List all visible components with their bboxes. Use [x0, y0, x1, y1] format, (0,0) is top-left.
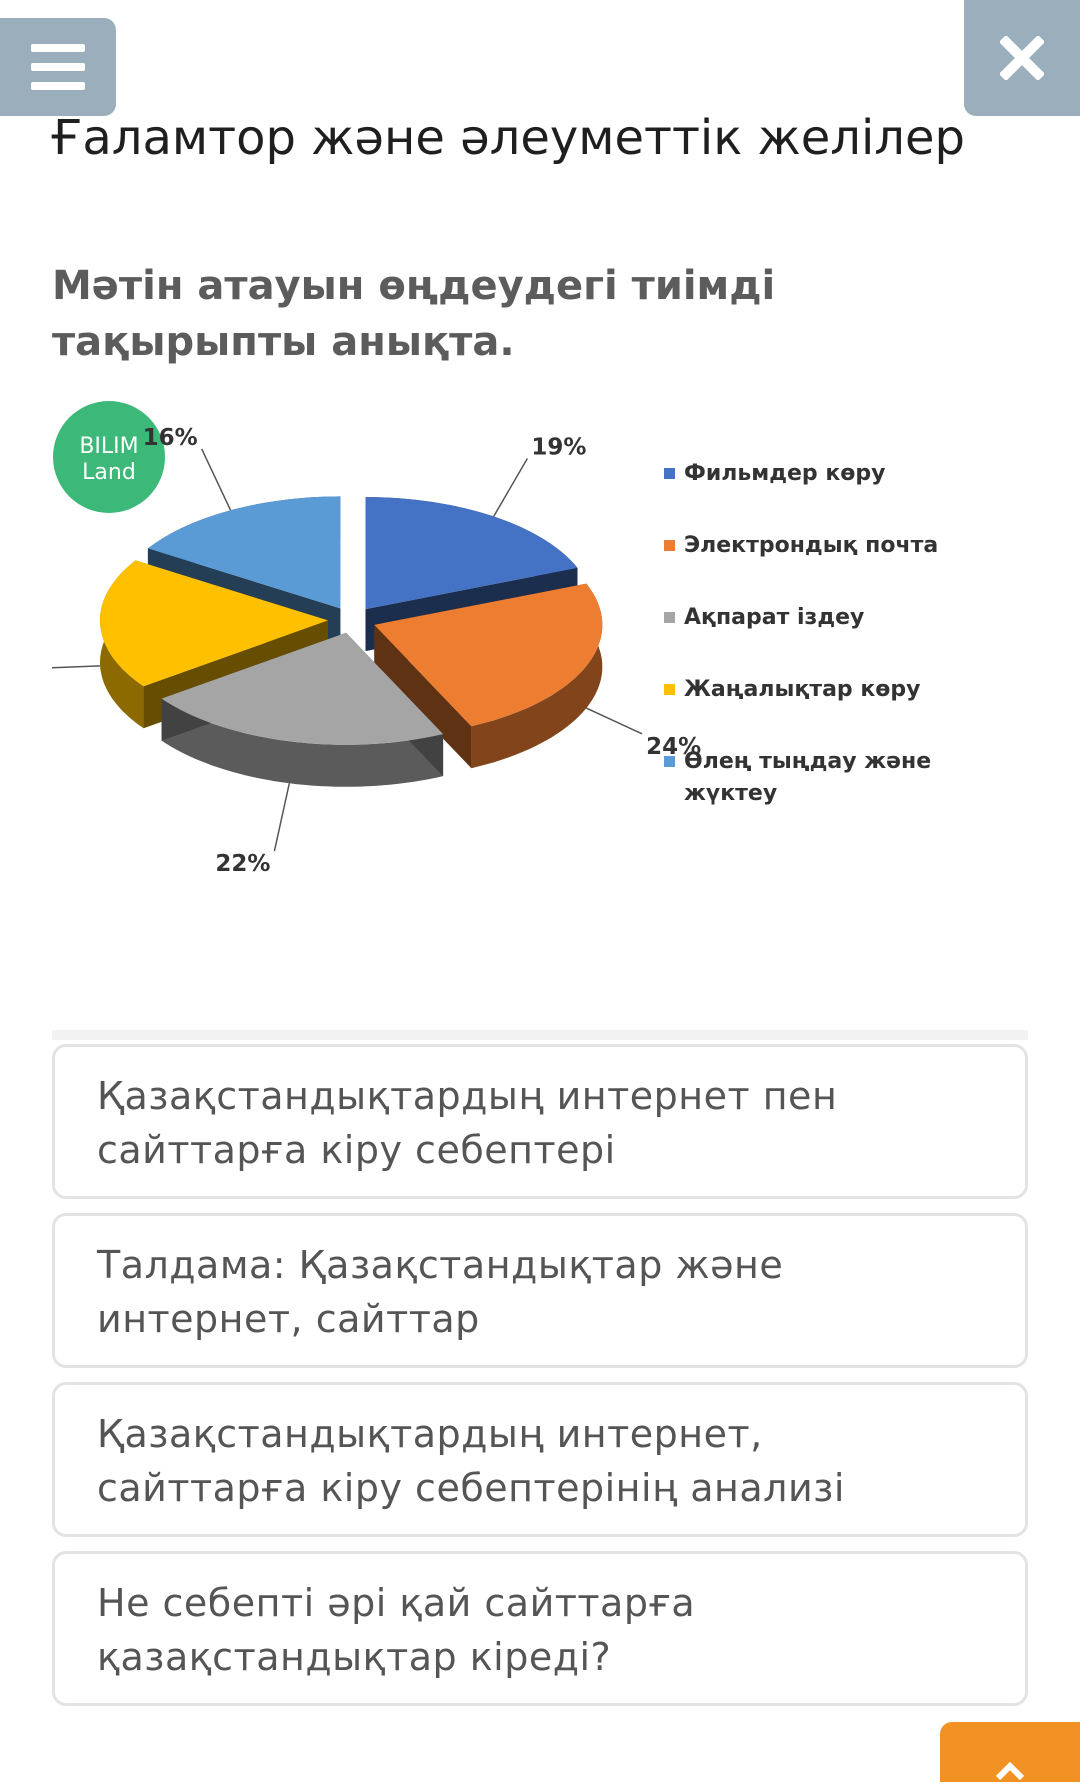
- pie-chart: BILIM Land 19%24%22%19%16% Фильмдер көру…: [52, 401, 938, 877]
- svg-text:BILIM: BILIM: [79, 434, 138, 459]
- answer-option-4[interactable]: Не себепті әрі қай сайттарға қазақстанды…: [52, 1551, 1028, 1706]
- close-icon: [1000, 36, 1044, 80]
- leader-line-4: [52, 665, 101, 669]
- pie-slice-2: [374, 583, 603, 769]
- svg-text:Электрондық почта: Электрондық почта: [684, 533, 938, 558]
- legend-item-1: Фильмдер көру: [664, 461, 885, 486]
- leader-line-3: [273, 783, 291, 852]
- data-label-2: 24%: [646, 734, 701, 760]
- close-button[interactable]: [964, 0, 1080, 116]
- answer-option-1[interactable]: Қазақстандықтардың интернет пен сайттарғ…: [52, 1044, 1028, 1199]
- svg-text:Фильмдер көру: Фильмдер көру: [684, 461, 885, 486]
- pie-slice-3: [161, 632, 444, 787]
- legend-item-5: Өлең тыңдау және жүктеу: [664, 749, 931, 806]
- bilim-land-logo: BILIM Land: [53, 401, 165, 513]
- legend-item-2: Электрондық почта: [664, 533, 938, 558]
- answer-list: Қазақстандықтардың интернет пен сайттарғ…: [52, 1044, 1028, 1720]
- menu-button[interactable]: [0, 18, 116, 116]
- svg-text:Өлең тыңдау және: Өлең тыңдау және: [684, 749, 931, 774]
- chevron-up-icon: [995, 1761, 1025, 1781]
- answer-option-2[interactable]: Талдама: Қазақстандықтар және интернет, …: [52, 1213, 1028, 1368]
- page-title: Ғаламтор және әлеуметтік желілер: [50, 110, 965, 166]
- svg-text:Land: Land: [82, 460, 136, 485]
- leader-line-2: [585, 707, 643, 735]
- chart-figure: BILIM Land 19%24%22%19%16% Фильмдер көру…: [52, 395, 1028, 955]
- hamburger-menu-icon: [31, 44, 85, 90]
- question-text: Мәтін атауын өңдеудегі тиімді тақырыпты …: [52, 263, 776, 365]
- leader-line-5: [201, 448, 232, 511]
- svg-text:Жаңалықтар көру: Жаңалықтар көру: [684, 677, 920, 702]
- svg-text:Ақпарат іздеу: Ақпарат іздеу: [684, 605, 864, 630]
- data-label-1: 19%: [531, 435, 586, 461]
- legend-item-4: Жаңалықтар көру: [664, 677, 920, 702]
- data-label-5: 16%: [143, 425, 198, 451]
- svg-text:жүктеу: жүктеу: [684, 781, 777, 806]
- divider: [52, 1030, 1028, 1040]
- data-label-3: 22%: [215, 851, 270, 877]
- leader-line-1: [492, 458, 529, 517]
- answer-option-3[interactable]: Қазақстандықтардың интернет, сайттарға к…: [52, 1382, 1028, 1537]
- legend-item-3: Ақпарат іздеу: [664, 605, 864, 630]
- scroll-up-button[interactable]: [940, 1722, 1080, 1782]
